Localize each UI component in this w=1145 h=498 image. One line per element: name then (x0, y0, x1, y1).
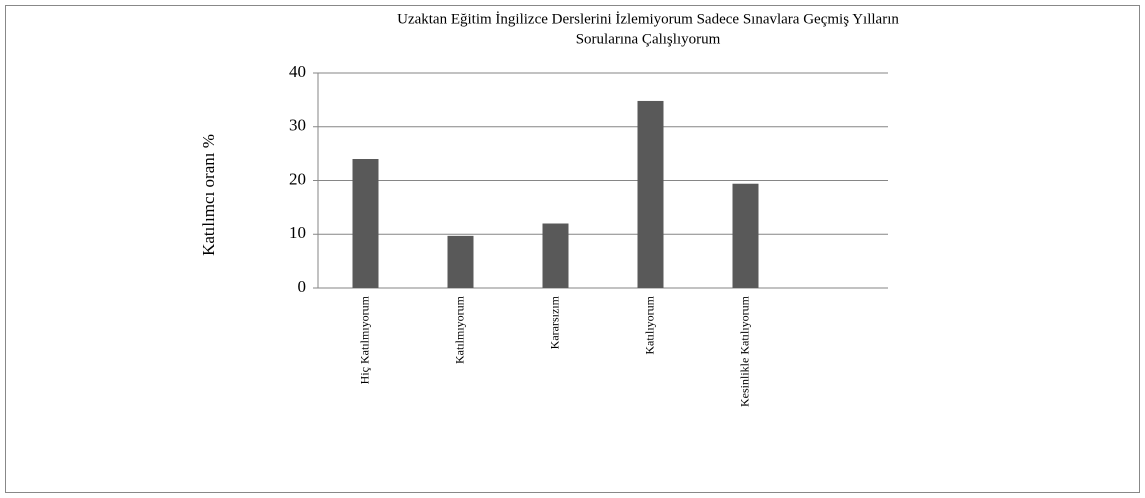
chart-title: Uzaktan Eğitim İngilizce Derslerini İzle… (397, 11, 899, 27)
y-tick-label: 0 (298, 277, 307, 296)
x-tick-label: Hiç Katılmıyorum (357, 295, 371, 384)
y-tick-label: 20 (289, 169, 306, 188)
y-tick-label: 30 (289, 116, 306, 135)
x-tick-label: Kesinlikle Katılıyorum (737, 295, 751, 407)
bar (637, 100, 664, 288)
y-axis-label: Katılımcı oranı % (199, 134, 218, 256)
chart-title: Sorularına Çalışlıyorum (576, 31, 721, 47)
y-tick-label: 40 (289, 62, 306, 81)
y-tick-label: 10 (289, 223, 306, 242)
x-tick-label: Katılmıyorum (452, 295, 466, 364)
x-tick-label: Katılıyorum (642, 295, 656, 354)
bar (352, 159, 379, 288)
x-tick-label: Kararsızım (547, 295, 561, 349)
bar (732, 183, 759, 288)
bar (447, 235, 474, 288)
chart-border (5, 5, 1140, 493)
bar (542, 223, 569, 288)
